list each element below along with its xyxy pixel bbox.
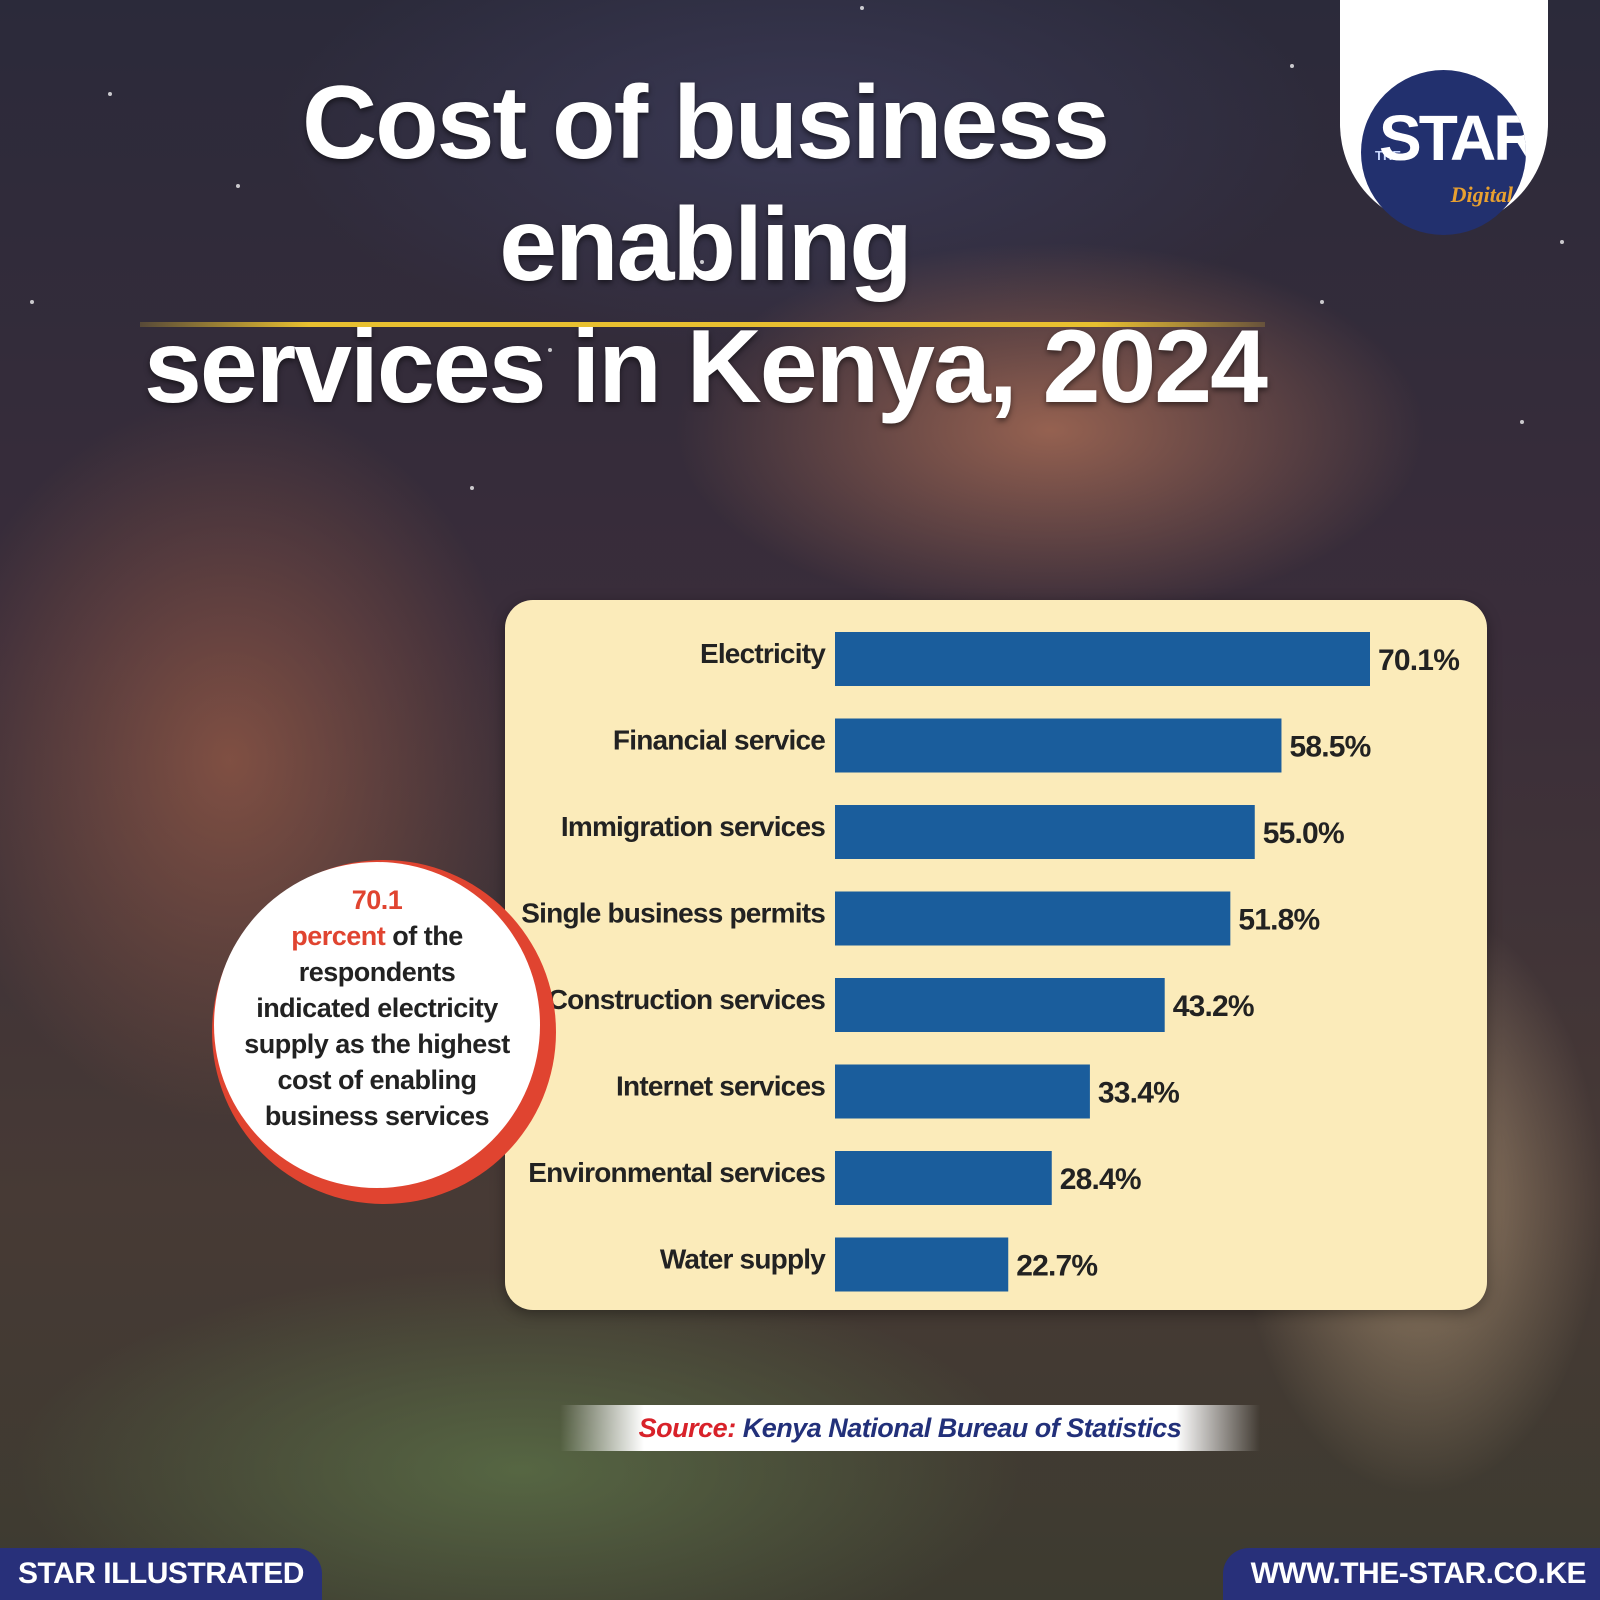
the-star-logo: THE STAR Digital: [1361, 70, 1526, 235]
callout-text: 70.1 percent of the respondents indicate…: [240, 882, 514, 1134]
bar-chart: Electricity 70.1% Financial service 58.5% Im…: [521, 632, 1460, 1292]
callout-highlight-number: 70.1: [351, 885, 403, 915]
page-title: Cost of business enabling services in Ke…: [140, 62, 1270, 428]
footer-website-link[interactable]: WWW.THE-STAR.CO.KE: [1222, 1548, 1600, 1600]
bar: [835, 891, 1231, 946]
title-line-1: Cost of business enabling: [302, 65, 1110, 303]
callout-highlight-word: percent: [291, 921, 386, 951]
category-label: Electricity: [700, 638, 826, 669]
chart-panel: Electricity 70.1% Financial service 58.5% Im…: [505, 600, 1487, 1310]
logo-name: STAR: [1379, 102, 1526, 174]
value-label: 33.4%: [1098, 1077, 1179, 1110]
category-label: Single business permits: [521, 898, 825, 929]
source-note: Source: Kenya National Bureau of Statist…: [560, 1405, 1260, 1451]
bar: [835, 805, 1255, 859]
bar: [835, 978, 1165, 1032]
value-label: 51.8%: [1238, 904, 1319, 937]
bar: [835, 1064, 1090, 1119]
footer-credit: STAR ILLUSTRATED: [0, 1548, 322, 1600]
bar: [835, 718, 1282, 773]
category-label: Environmental services: [528, 1157, 825, 1188]
value-label: 43.2%: [1173, 990, 1254, 1023]
category-label: Construction services: [548, 984, 826, 1015]
value-label: 58.5%: [1289, 731, 1370, 764]
bar: [835, 632, 1370, 686]
category-label: Financial service: [613, 725, 825, 756]
value-label: 28.4%: [1060, 1163, 1141, 1196]
source-label: Source:: [638, 1413, 737, 1443]
category-label: Internet services: [616, 1071, 825, 1102]
value-label: 70.1%: [1378, 644, 1459, 677]
title-line-2: services in Kenya, 2024: [144, 309, 1268, 425]
source-text: Kenya National Bureau of Statistics: [742, 1413, 1182, 1443]
title-underline: [140, 322, 1265, 327]
value-label: 22.7%: [1016, 1250, 1097, 1283]
callout-bubble: 70.1 percent of the respondents indicate…: [214, 862, 540, 1188]
bar: [835, 1151, 1052, 1205]
logo-tagline: Digital: [1450, 182, 1513, 207]
category-label: Immigration services: [561, 811, 825, 842]
bar: [835, 1237, 1009, 1292]
callout-body: of the respondents indicated electricity…: [244, 921, 510, 1131]
logo-prefix: THE: [1375, 148, 1401, 163]
value-label: 55.0%: [1263, 817, 1344, 850]
category-label: Water supply: [660, 1244, 826, 1275]
